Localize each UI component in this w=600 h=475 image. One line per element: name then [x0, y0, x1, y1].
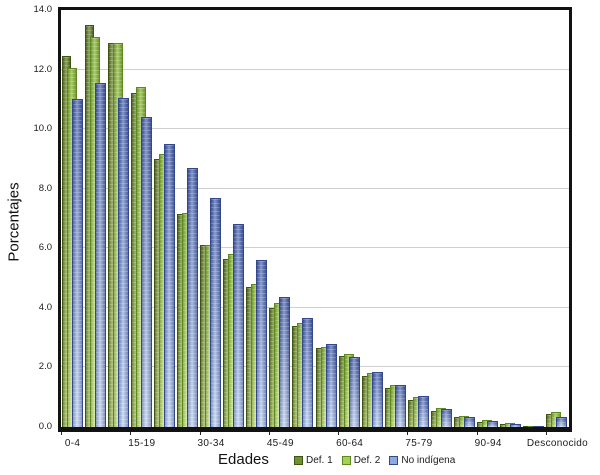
y-tick-label-2.0: 2.0	[38, 361, 52, 373]
bar-noindgena-15-19	[140, 117, 152, 427]
bar-noindgena-65-69	[371, 371, 383, 427]
bar-noindgena-5-9	[94, 82, 106, 427]
gridline-6	[61, 247, 569, 249]
x-tick-label-desconocido: Desconocido	[526, 438, 589, 449]
bar-noindgena-20-24	[163, 144, 175, 427]
x-axis-tick	[268, 432, 270, 435]
gridline-10	[61, 128, 569, 130]
x-axis-tick	[338, 432, 340, 435]
y-tick-label-12.0: 12.0	[33, 63, 53, 75]
bar-noindgena-60-64	[348, 357, 360, 427]
plot-area	[58, 7, 572, 432]
bar-noindgena-25-29	[186, 167, 198, 427]
y-tick-label-0.0: 0.0	[38, 421, 52, 432]
legend-swatch-def1-icon	[294, 456, 303, 465]
y-tick-label-10.0: 10.0	[33, 123, 53, 135]
bar-noindgena-75-79	[417, 395, 429, 427]
x-axis-tick	[476, 432, 478, 435]
x-axis-tick	[61, 432, 62, 435]
x-tick-label-15-19: 15-19	[128, 438, 156, 449]
bar-noindgena-55-59	[325, 343, 337, 427]
y-tick-label-14.0: 14.0	[33, 4, 53, 15]
gridline-2	[61, 366, 569, 368]
x-tick-label-30-34: 30-34	[197, 438, 225, 449]
legend-item-no-indigena: No indígena	[389, 455, 455, 466]
bar-noindgena-40-44	[256, 260, 268, 427]
x-tick-label-75-79: 75-79	[405, 438, 433, 449]
bar-noindgena-50-54	[302, 318, 314, 427]
y-tick-label-4.0: 4.0	[38, 301, 52, 313]
gridline-4	[61, 306, 569, 308]
bar-noindgena-85-89	[464, 416, 476, 427]
bar-noindgena-80-84	[440, 409, 452, 427]
legend-item-def1: Def. 1	[294, 455, 333, 466]
bar-noindgena-70-74	[394, 385, 406, 427]
legend-swatch-no-indigena-icon	[389, 456, 399, 465]
bar-noindgena-30-34	[210, 197, 222, 427]
legend: Def. 1 Def. 2 No indígena	[294, 455, 455, 466]
y-axis-title: Porcentajes	[5, 182, 23, 262]
x-axis-tick	[545, 432, 547, 435]
x-tick-label-60-64: 60-64	[336, 438, 364, 449]
x-axis-tick	[130, 432, 132, 435]
bar-noindgena-95-99	[510, 424, 522, 427]
legend-label-def1: Def. 1	[306, 455, 333, 466]
x-tick-label-90-94: 90-94	[474, 438, 502, 449]
gridline-8	[61, 187, 569, 189]
bar-noindgena-45-49	[279, 297, 291, 427]
x-axis-tick	[199, 432, 201, 435]
y-tick-label-8.0: 8.0	[38, 182, 52, 194]
bar-noindgena-0-4	[71, 99, 83, 427]
x-tick-label-45-49: 45-49	[266, 438, 294, 449]
bar-noindgena-90-94	[487, 421, 499, 427]
legend-label-no-indigena: No indígena	[401, 455, 456, 466]
bar-noindgena-desconocido	[556, 416, 568, 427]
x-axis-tick	[407, 432, 409, 435]
x-tick-label-0-4: 0-4	[64, 438, 81, 449]
legend-swatch-def2-icon	[341, 456, 351, 465]
bar-noindgena-35-39	[233, 224, 245, 427]
legend-item-def2: Def. 2	[341, 455, 381, 466]
bar-noindgena-100-y-m-s	[533, 426, 545, 427]
x-axis-title: Edades	[218, 451, 269, 468]
bar-noindgena-10-14	[117, 97, 129, 427]
y-tick-label-6.0: 6.0	[38, 242, 52, 254]
plot-inner	[61, 10, 569, 427]
legend-label-def2: Def. 2	[353, 455, 381, 466]
gridline-12	[61, 68, 569, 70]
